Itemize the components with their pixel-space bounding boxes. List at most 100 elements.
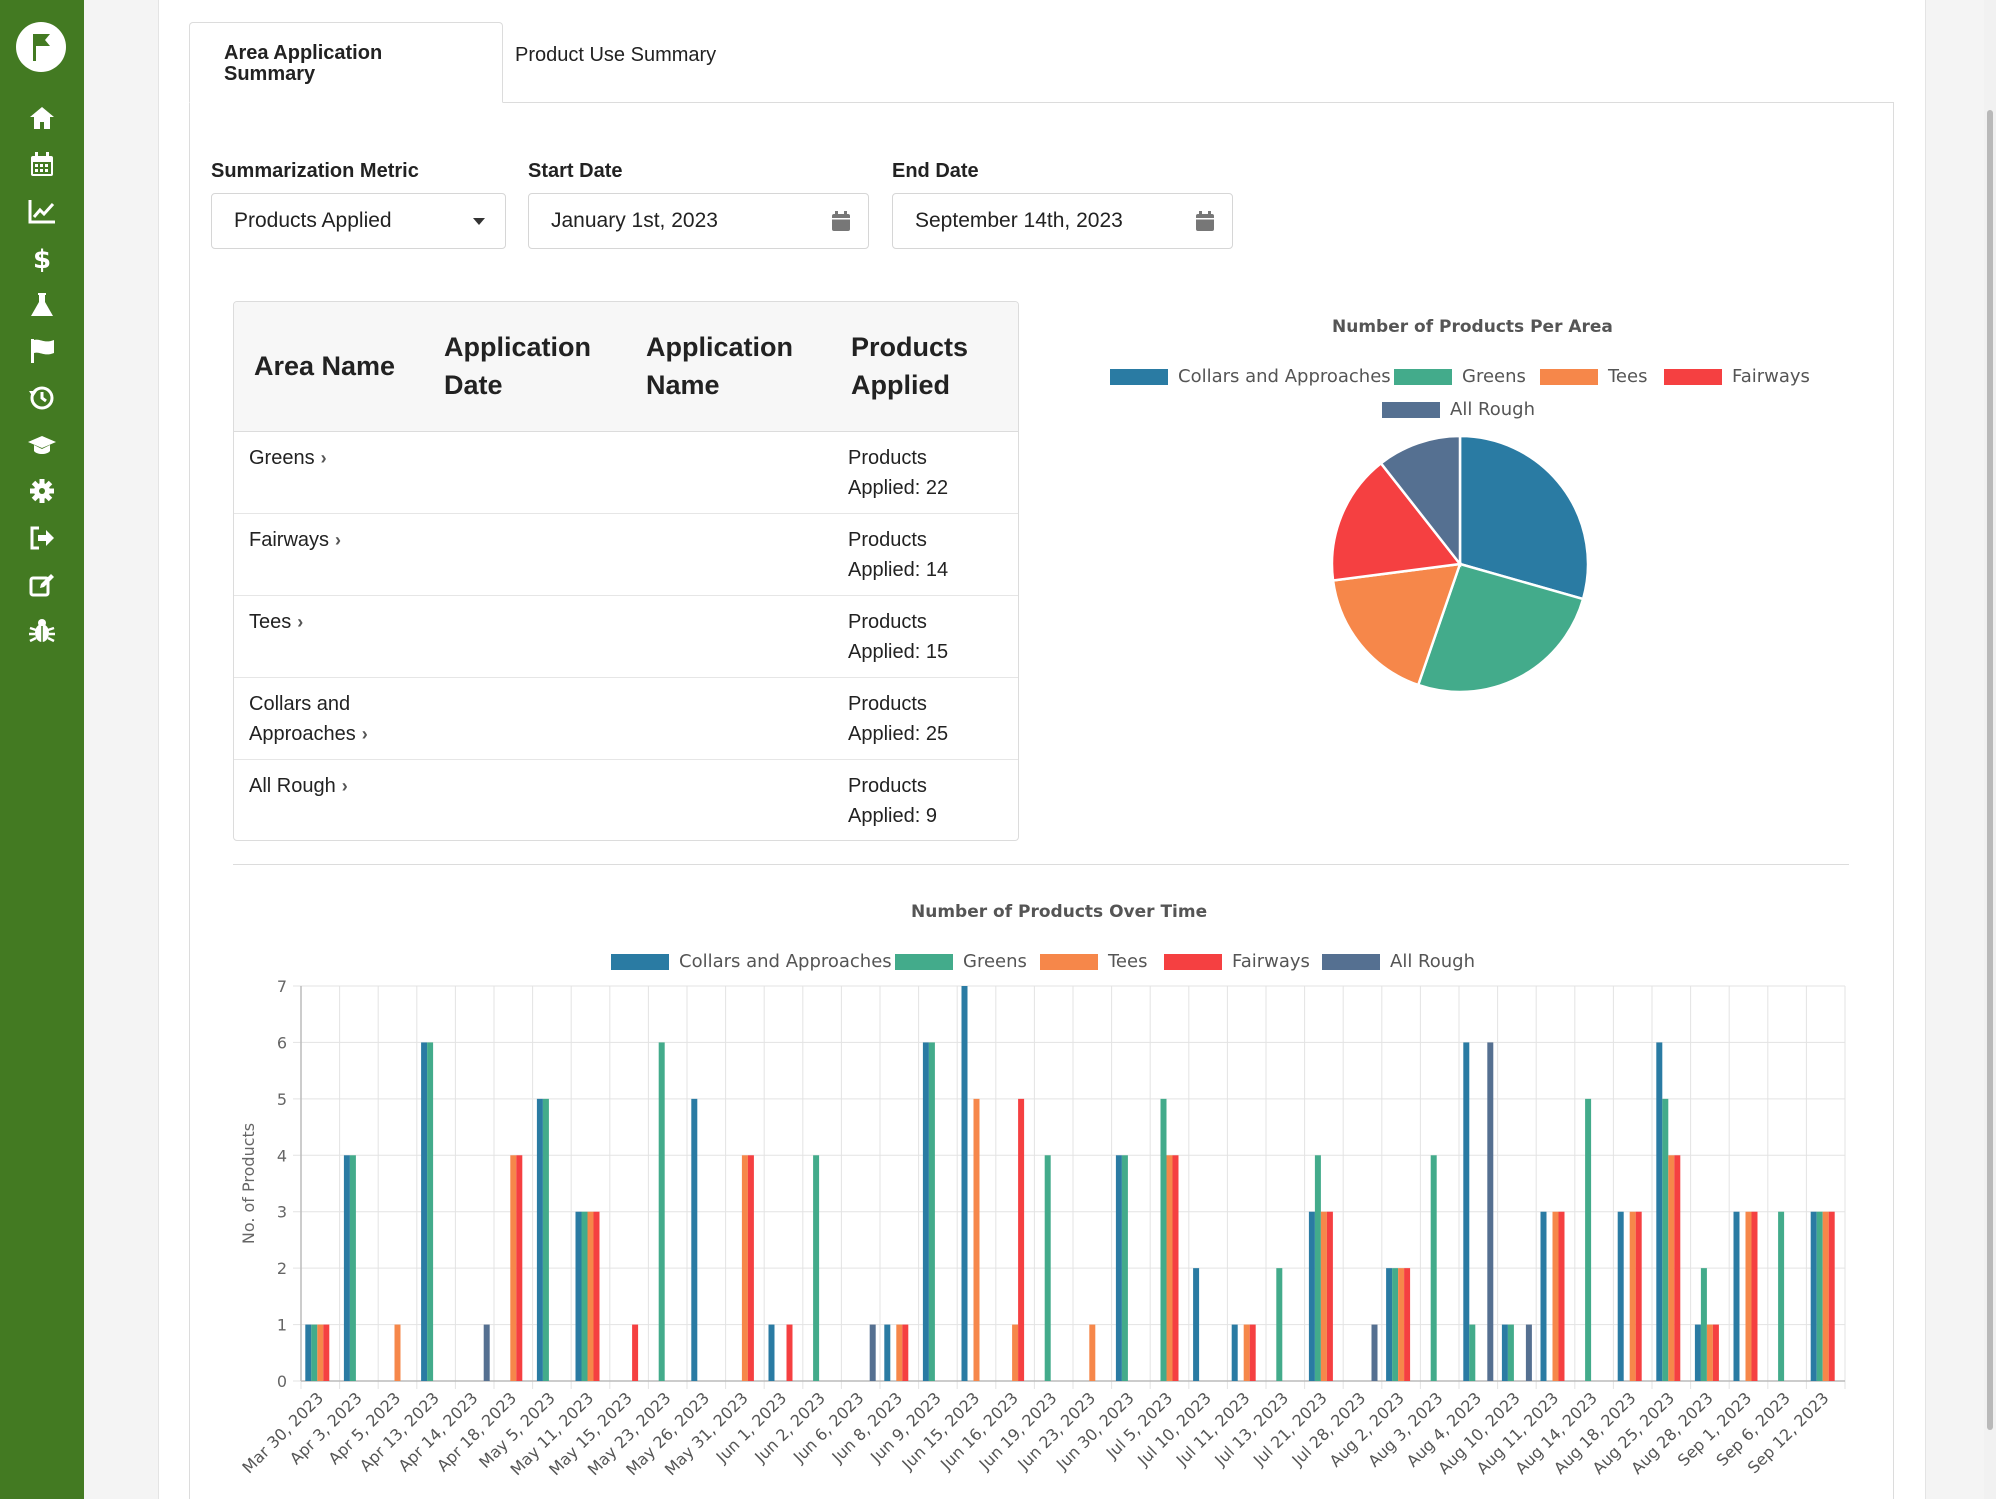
bar[interactable] xyxy=(1525,1324,1532,1381)
bar[interactable] xyxy=(973,1098,980,1381)
legend-item[interactable]: Fairways xyxy=(1164,951,1310,972)
bar[interactable] xyxy=(593,1211,600,1381)
table-row[interactable]: Collars and Approaches › Products Applied… xyxy=(234,677,1018,760)
table-row[interactable]: Tees › Products Applied: 15 xyxy=(234,595,1018,678)
legend-item[interactable]: Greens xyxy=(1394,366,1526,387)
area-name-link[interactable]: Tees › xyxy=(249,611,304,633)
bar[interactable] xyxy=(1172,1155,1179,1381)
bar[interactable] xyxy=(1160,1098,1167,1381)
calendar-icon[interactable] xyxy=(22,148,62,182)
sign-out-icon[interactable] xyxy=(22,521,62,555)
legend-item[interactable]: Tees xyxy=(1040,951,1147,972)
bar[interactable] xyxy=(1320,1211,1327,1381)
bar[interactable] xyxy=(581,1211,588,1381)
bar[interactable] xyxy=(323,1324,330,1381)
bar[interactable] xyxy=(1507,1324,1514,1381)
bar[interactable] xyxy=(1276,1268,1283,1381)
bar[interactable] xyxy=(1371,1324,1378,1381)
app-logo-flag-icon[interactable] xyxy=(16,22,66,72)
bar[interactable] xyxy=(1231,1324,1238,1381)
bar[interactable] xyxy=(1712,1324,1719,1381)
bar[interactable] xyxy=(1089,1324,1096,1381)
bar[interactable] xyxy=(1463,1042,1470,1381)
dollar-icon[interactable]: $ xyxy=(22,241,62,275)
bar[interactable] xyxy=(896,1324,903,1381)
pie-slice[interactable] xyxy=(1331,562,1462,687)
legend-item[interactable]: All Rough xyxy=(1382,399,1535,420)
bar[interactable] xyxy=(1487,1042,1494,1381)
bar[interactable] xyxy=(1115,1155,1122,1381)
bar[interactable] xyxy=(1501,1324,1508,1381)
chart-line-icon[interactable] xyxy=(22,194,62,228)
flag-icon[interactable] xyxy=(22,334,62,368)
bar[interactable] xyxy=(1585,1098,1592,1381)
bar[interactable] xyxy=(1694,1324,1701,1381)
bar[interactable] xyxy=(1326,1211,1333,1381)
bar[interactable] xyxy=(813,1155,820,1381)
bar[interactable] xyxy=(1308,1211,1315,1381)
bar[interactable] xyxy=(516,1155,523,1381)
bar[interactable] xyxy=(1674,1155,1681,1381)
bar[interactable] xyxy=(575,1211,582,1381)
bar[interactable] xyxy=(394,1324,401,1381)
gear-icon[interactable] xyxy=(22,474,62,508)
area-name-link[interactable]: Fairways › xyxy=(249,529,342,551)
bar[interactable] xyxy=(1552,1211,1559,1381)
bar[interactable] xyxy=(1469,1324,1476,1381)
bar[interactable] xyxy=(1392,1268,1399,1381)
bar[interactable] xyxy=(1404,1268,1411,1381)
legend-item[interactable]: Greens xyxy=(895,951,1027,972)
bar[interactable] xyxy=(1193,1268,1200,1381)
bar[interactable] xyxy=(1243,1324,1250,1381)
bar[interactable] xyxy=(768,1324,775,1381)
bar[interactable] xyxy=(632,1324,639,1381)
bar[interactable] xyxy=(902,1324,909,1381)
bar[interactable] xyxy=(1656,1042,1663,1381)
history-icon[interactable] xyxy=(22,381,62,415)
bar[interactable] xyxy=(1430,1155,1437,1381)
bar[interactable] xyxy=(1540,1211,1547,1381)
bar[interactable] xyxy=(1012,1324,1019,1381)
table-row[interactable]: All Rough › Products Applied: 9 xyxy=(234,759,1018,840)
bar[interactable] xyxy=(1745,1211,1752,1381)
bar[interactable] xyxy=(884,1324,891,1381)
bar[interactable] xyxy=(1733,1211,1740,1381)
bar[interactable] xyxy=(741,1155,748,1381)
flask-icon[interactable] xyxy=(22,288,62,322)
bar[interactable] xyxy=(1822,1211,1829,1381)
graduation-cap-icon[interactable] xyxy=(22,428,62,462)
bar[interactable] xyxy=(343,1155,350,1381)
edit-icon[interactable] xyxy=(22,568,62,602)
bar[interactable] xyxy=(1314,1155,1321,1381)
bar[interactable] xyxy=(1617,1211,1624,1381)
bar[interactable] xyxy=(542,1098,549,1381)
bar[interactable] xyxy=(922,1042,929,1381)
bar[interactable] xyxy=(483,1324,490,1381)
bar[interactable] xyxy=(1778,1211,1785,1381)
bar[interactable] xyxy=(349,1155,356,1381)
scrollbar-thumb[interactable] xyxy=(1987,110,1993,1430)
bar[interactable] xyxy=(1668,1155,1675,1381)
area-name-link[interactable]: Greens › xyxy=(249,447,327,469)
bar[interactable] xyxy=(317,1324,324,1381)
bar[interactable] xyxy=(1706,1324,1713,1381)
legend-item[interactable]: Collars and Approaches xyxy=(611,951,892,972)
bar[interactable] xyxy=(869,1324,876,1381)
pie-slice[interactable] xyxy=(1330,461,1463,582)
metric-select[interactable]: Products Applied xyxy=(211,193,506,249)
bar[interactable] xyxy=(658,1042,665,1381)
bar[interactable] xyxy=(510,1155,517,1381)
bar[interactable] xyxy=(1662,1098,1669,1381)
pie-slice[interactable] xyxy=(1458,434,1590,601)
bar[interactable] xyxy=(1816,1211,1823,1381)
start-date-input[interactable]: January 1st, 2023 xyxy=(528,193,869,249)
bar[interactable] xyxy=(1386,1268,1393,1381)
bar[interactable] xyxy=(1635,1211,1642,1381)
legend-item[interactable]: Collars and Approaches xyxy=(1110,366,1391,387)
bar[interactable] xyxy=(928,1042,935,1381)
legend-item[interactable]: All Rough xyxy=(1322,951,1475,972)
table-row[interactable]: Greens › Products Applied: 22 xyxy=(234,431,1018,514)
table-row[interactable]: Fairways › Products Applied: 14 xyxy=(234,513,1018,596)
bar[interactable] xyxy=(961,986,968,1381)
pie-slice[interactable] xyxy=(1416,562,1585,694)
